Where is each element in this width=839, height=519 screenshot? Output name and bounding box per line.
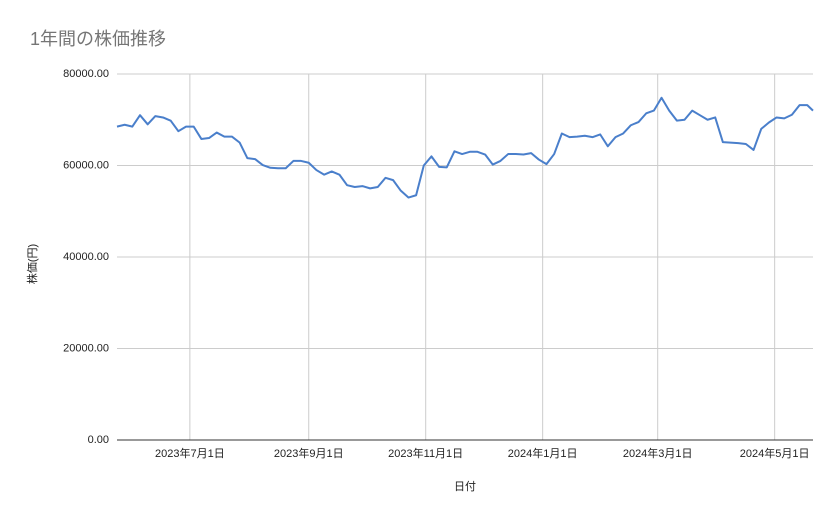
y-tick-label: 20000.00 (63, 342, 109, 354)
x-tick-label: 2023年7月1日 (155, 446, 225, 460)
x-tick-label: 2024年3月1日 (623, 446, 693, 460)
series-line (116, 96, 814, 199)
x-tick-label: 2023年9月1日 (274, 446, 344, 460)
x-tick-label: 2024年5月1日 (740, 446, 810, 460)
x-tick-label: 2023年11月1日 (388, 446, 463, 460)
y-tick-label: 0.00 (88, 434, 109, 446)
y-axis-title: 株価(円) (25, 244, 39, 284)
y-tick-label: 60000.00 (63, 159, 109, 171)
chart-title: 1年間の株価推移 (30, 29, 166, 49)
y-tick-label: 80000.00 (63, 68, 109, 80)
y-tick-label: 40000.00 (63, 251, 109, 263)
x-axis-title: 日付 (454, 480, 476, 493)
x-tick-label: 2024年1月1日 (508, 446, 578, 460)
